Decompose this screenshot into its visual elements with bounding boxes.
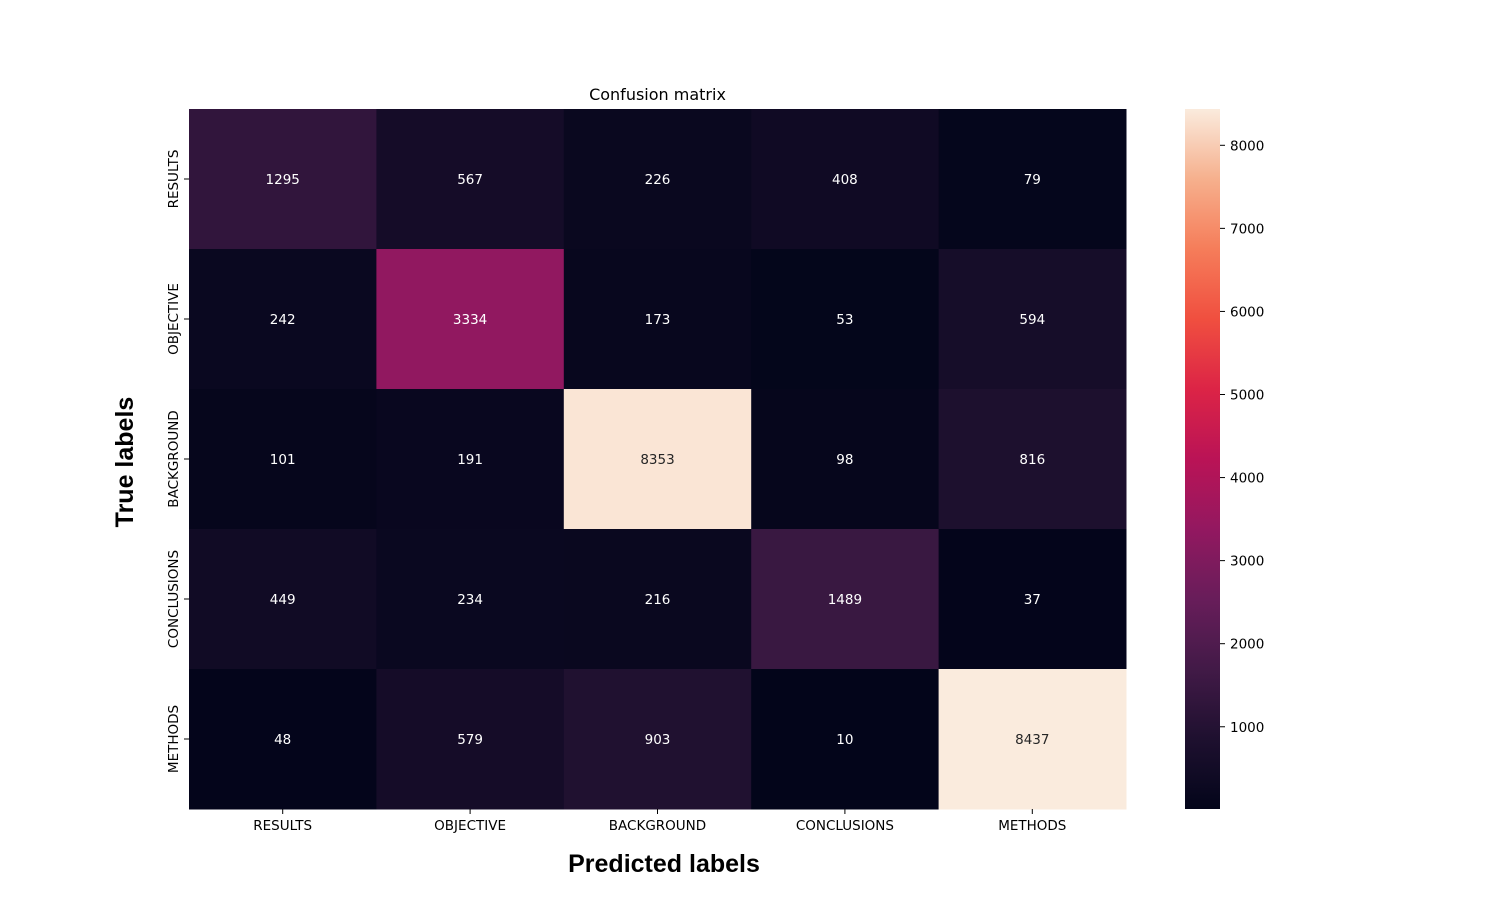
cell-value-label: 8437 — [1015, 732, 1049, 748]
heatmap-cell — [376, 669, 565, 810]
heatmap-cell — [189, 669, 377, 810]
cell-value-label: 8353 — [640, 452, 674, 468]
x-axis-label: Predicted labels — [568, 850, 760, 878]
heatmap-cell — [376, 249, 565, 390]
cell-value-label: 579 — [457, 732, 483, 748]
heatmap-cell — [376, 529, 565, 670]
heatmap-cell — [938, 109, 1127, 250]
colorbar-tick-label: 4000 — [1230, 471, 1264, 487]
cell-value-label: 48 — [274, 732, 291, 748]
cell-value-label: 10 — [836, 732, 853, 748]
cell-value-label: 594 — [1019, 312, 1045, 328]
heatmap-cell — [376, 109, 565, 250]
cell-value-label: 98 — [836, 452, 853, 468]
colorbar-tick-label: 7000 — [1230, 221, 1264, 237]
x-tick-label: BACKGROUND — [609, 818, 706, 834]
cell-value-label: 234 — [457, 592, 483, 608]
cell-value-label: 191 — [457, 452, 483, 468]
x-tick-label: METHODS — [998, 818, 1066, 834]
colorbar-tick-label: 3000 — [1230, 554, 1264, 570]
heatmap-cell — [751, 529, 940, 670]
heatmap-cell — [751, 389, 940, 530]
chart-title: Confusion matrix — [589, 85, 726, 104]
x-tick-label: CONCLUSIONS — [796, 818, 894, 834]
colorbar-tick-label: 2000 — [1230, 637, 1264, 653]
colorbar-tick-label: 5000 — [1230, 387, 1264, 403]
heatmap-cell — [938, 249, 1127, 390]
cell-value-label: 53 — [836, 312, 853, 328]
x-tick-label: OBJECTIVE — [434, 818, 506, 834]
colorbar-tick-label: 1000 — [1230, 720, 1264, 736]
cell-value-label: 567 — [457, 172, 483, 188]
heatmap-cell — [938, 389, 1127, 530]
cell-value-label: 242 — [270, 312, 296, 328]
heatmap-cell — [189, 249, 377, 390]
y-tick-label: METHODS — [166, 705, 182, 773]
heatmap-cell — [189, 109, 377, 250]
cell-value-label: 1489 — [828, 592, 862, 608]
cell-value-label: 3334 — [453, 312, 487, 328]
cell-value-label: 816 — [1019, 452, 1045, 468]
y-tick-label: BACKGROUND — [166, 410, 182, 507]
heatmap-cell — [189, 389, 377, 530]
colorbar-ticks: 1000 2000 3000 4000 5000 6000 7000 8000 — [1220, 138, 1264, 736]
colorbar-tick-label: 6000 — [1230, 304, 1264, 320]
heatmap-cell — [189, 529, 377, 670]
cell-value-label: 37 — [1024, 592, 1041, 608]
heatmap-cell — [563, 389, 752, 530]
cell-value-label: 173 — [645, 312, 671, 328]
y-tick-label: CONCLUSIONS — [166, 550, 182, 648]
heatmap-cell — [563, 109, 752, 250]
y-axis-label: True labels — [111, 397, 139, 528]
x-tick-label: RESULTS — [253, 818, 312, 834]
cell-value-label: 79 — [1024, 172, 1041, 188]
heatmap-cells: 1295 567 226 408 79 242 3334 173 53 594 101 191 8353… — [189, 109, 1127, 810]
cell-value-label: 101 — [270, 452, 296, 468]
cell-value-label: 903 — [645, 732, 671, 748]
heatmap-cell — [751, 109, 940, 250]
cell-value-label: 226 — [645, 172, 671, 188]
cell-value-label: 449 — [270, 592, 296, 608]
y-tick-label: RESULTS — [166, 150, 182, 209]
heatmap-cell — [938, 529, 1127, 670]
heatmap-cell — [563, 669, 752, 810]
heatmap-cell — [751, 249, 940, 390]
heatmap-cell — [938, 669, 1127, 810]
heatmap-cell — [563, 249, 752, 390]
y-tick-label: OBJECTIVE — [166, 283, 182, 355]
x-axis-ticks: RESULTS OBJECTIVE BACKGROUND CONCLUSIONS MET… — [253, 809, 1066, 834]
cell-value-label: 216 — [645, 592, 671, 608]
colorbar-tick-label: 8000 — [1230, 138, 1264, 154]
heatmap-cell — [376, 389, 565, 530]
cell-value-label: 408 — [832, 172, 858, 188]
colorbar — [1185, 109, 1220, 809]
heatmap-cell — [563, 529, 752, 670]
heatmap-cell — [751, 669, 940, 810]
y-axis-ticks: RESULTS OBJECTIVE BACKGROUND CONCLUSIONS MET… — [166, 150, 189, 773]
cell-value-label: 1295 — [266, 172, 300, 188]
